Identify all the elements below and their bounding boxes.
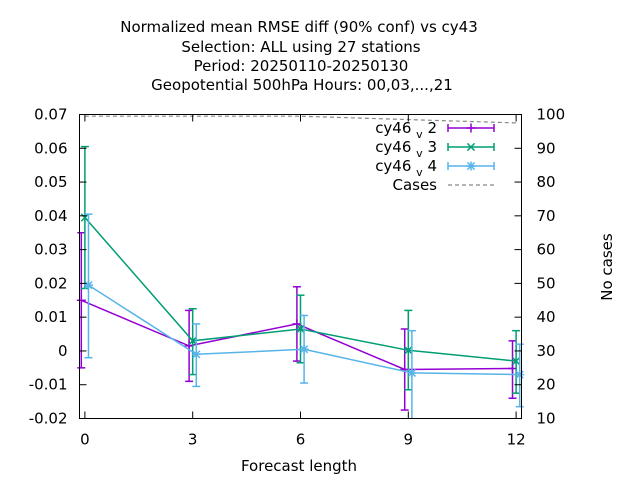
legend-entry-label: Cases bbox=[392, 176, 437, 194]
title-line-2: Selection: ALL using 27 stations bbox=[181, 38, 420, 56]
data-point bbox=[191, 349, 201, 359]
y2-tick-label: 100 bbox=[537, 106, 566, 124]
legend-sample-marker bbox=[466, 123, 476, 133]
legend-entry-label: cy46 v 4 bbox=[375, 157, 437, 179]
series-cy46-2 bbox=[76, 231, 518, 411]
x-axis-label: Forecast length bbox=[241, 457, 357, 475]
y-tick-label: 0.04 bbox=[34, 207, 67, 225]
data-point bbox=[407, 368, 417, 378]
y-tick-label: 0.03 bbox=[34, 241, 67, 259]
title-line-3: Period: 20250110-20250130 bbox=[194, 57, 409, 75]
data-point bbox=[83, 280, 93, 290]
series-cy46-4 bbox=[83, 213, 525, 419]
y2-axis-label: No cases bbox=[598, 233, 616, 301]
y2-tick-label: 50 bbox=[537, 274, 556, 292]
data-point bbox=[80, 213, 90, 222]
y2-tick-label: 20 bbox=[537, 376, 556, 394]
y2-tick-label: 30 bbox=[537, 342, 556, 360]
y-tick-label: 0.06 bbox=[34, 139, 67, 157]
y-tick-label: 0.02 bbox=[34, 274, 67, 292]
data-point bbox=[296, 324, 305, 334]
legend-sample-marker bbox=[466, 161, 476, 171]
chart-title: Normalized mean RMSE diff (90% conf) vs … bbox=[120, 18, 478, 94]
x-tick-label: 0 bbox=[80, 431, 90, 449]
legend-entry-label: cy46 v 2 bbox=[375, 119, 437, 141]
data-point bbox=[515, 370, 525, 380]
y-tick-label: 0.05 bbox=[34, 173, 67, 191]
y2-tick-label: 60 bbox=[537, 241, 556, 259]
y2-tick-label: 40 bbox=[537, 308, 556, 326]
data-point bbox=[511, 356, 521, 366]
y2-tick-label: 10 bbox=[537, 410, 556, 428]
y2-tick-label: 90 bbox=[537, 139, 556, 157]
y-tick-label: 0.01 bbox=[34, 308, 67, 326]
x-tick-label: 9 bbox=[404, 431, 414, 449]
y-tick-label: -0.02 bbox=[29, 410, 68, 428]
title-line-1: Normalized mean RMSE diff (90% conf) vs … bbox=[120, 18, 478, 36]
legend-sample-marker bbox=[466, 142, 476, 152]
cases-series-line bbox=[84, 115, 517, 124]
x-tick-label: 3 bbox=[188, 431, 198, 449]
plot-area: -0.02 -0.01 0 0.01 0.02 0.03 0.04 0.05 0.06 0.07 1… bbox=[29, 106, 565, 449]
series-cy46-3 bbox=[80, 145, 521, 394]
x-tick-label: 12 bbox=[507, 431, 526, 449]
legend-entry-label: cy46 v 3 bbox=[375, 138, 437, 160]
y2-tick-label: 70 bbox=[537, 207, 556, 225]
y-tick-label: 0 bbox=[58, 342, 68, 360]
y-tick-label: 0.07 bbox=[34, 106, 67, 124]
data-point bbox=[299, 344, 309, 354]
y2-tick-label: 80 bbox=[537, 173, 556, 191]
x-tick-label: 6 bbox=[296, 431, 306, 449]
y-tick-label: -0.01 bbox=[29, 376, 68, 394]
data-point bbox=[404, 346, 413, 355]
data-point bbox=[188, 336, 197, 345]
title-line-4: Geopotential 500hPa Hours: 00,03,...,21 bbox=[151, 76, 453, 94]
data-point bbox=[76, 295, 86, 305]
